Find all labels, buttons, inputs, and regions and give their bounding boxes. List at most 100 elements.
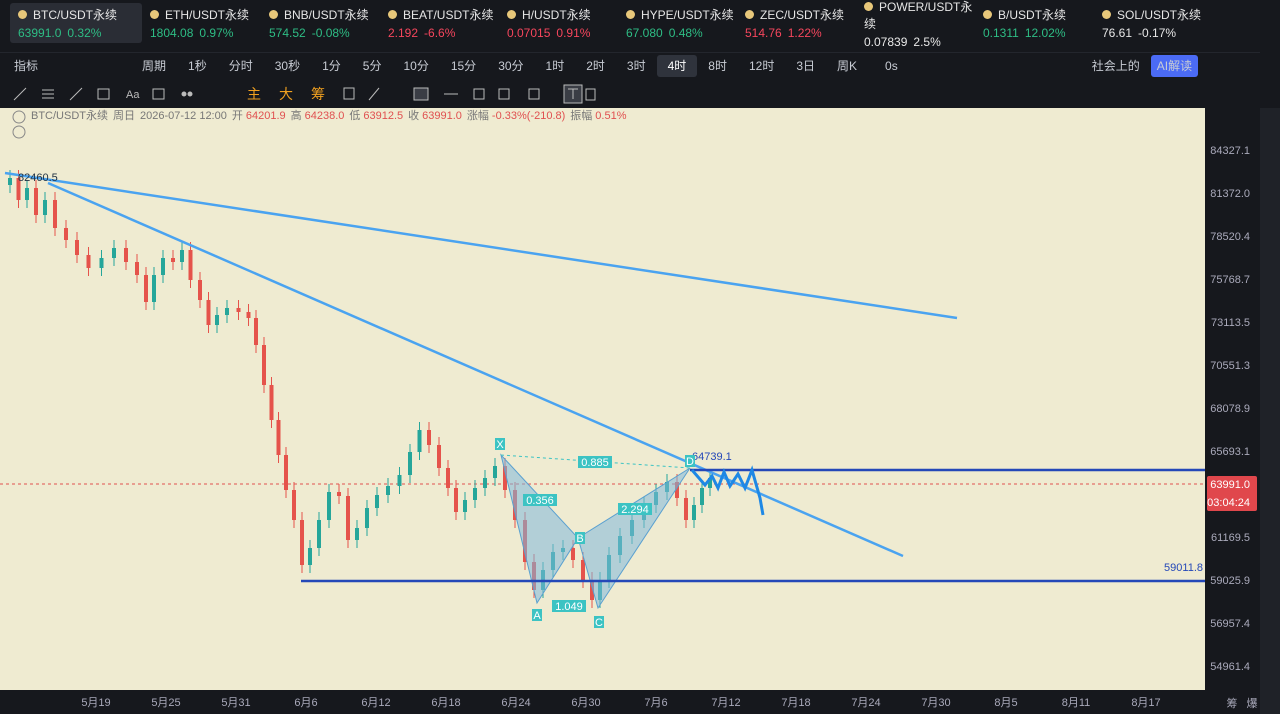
date-label: 6月18 [431, 697, 460, 709]
interval[interactable]: 3日 [796, 59, 816, 73]
drawing-tool[interactable]: 筹 [311, 86, 325, 102]
social[interactable]: 社会上的 [1091, 59, 1140, 73]
info-text: 64201.9 [246, 110, 286, 122]
trendline [4, 171, 958, 320]
ticker-price: 0.07839 [864, 34, 908, 49]
ticker-change: 2.5% [913, 34, 941, 49]
ticker-change: 0.32% [67, 26, 102, 40]
date-label: 7月18 [781, 697, 810, 709]
indicators[interactable]: 指标 [14, 59, 39, 73]
xd-ratio-line [500, 454, 691, 469]
interval[interactable]: 8时 [708, 59, 727, 73]
ticker-change: -0.08% [311, 26, 350, 40]
ticker[interactable]: BNB/USDT永续 574.52 -0.08% [261, 3, 380, 43]
candle-body [308, 548, 312, 565]
interval[interactable]: 1时 [545, 59, 565, 73]
ticker-change: -6.6% [424, 26, 456, 40]
interval[interactable]: 3时 [626, 59, 646, 73]
ticker-price: 76.61 [1102, 26, 1133, 40]
ticker-values: 76.61 -0.17% [1102, 26, 1213, 40]
ratio-box [552, 600, 586, 612]
interval[interactable]: 10分 [403, 59, 429, 73]
interval[interactable]: 1秒 [188, 59, 207, 73]
candle-body [215, 315, 219, 325]
footer-tool: 爆 [1247, 696, 1258, 710]
ticker-values: 2.192 -6.6% [388, 26, 499, 40]
ticker[interactable]: B/USDT永续 0.1311 12.02% [975, 3, 1094, 43]
candle-body [346, 496, 350, 540]
point-box [594, 616, 604, 628]
interval[interactable]: 5分 [362, 59, 382, 73]
ticker[interactable]: POWER/USDT永续 0.07839 2.5% [856, 0, 975, 49]
info-text: 收 [408, 108, 419, 122]
ticker[interactable]: BEAT/USDT永续 2.192 -6.6% [380, 3, 499, 43]
ticker-symbol: SOL/USDT永续 [1102, 6, 1213, 23]
date-label: 6月30 [571, 697, 600, 709]
date-label: 8月17 [1131, 697, 1160, 709]
projection [690, 465, 765, 516]
interval[interactable]: 12时 [748, 59, 775, 73]
ticker-symbol: HYPE/USDT永续 [626, 6, 737, 23]
interval[interactable]: 分时 [228, 59, 253, 73]
ticker[interactable]: SOL/USDT永续 76.61 -0.17% [1094, 3, 1213, 43]
drawing-tool[interactable]: 大 [279, 86, 293, 102]
ai-button[interactable]: AI解读 [1150, 55, 1199, 77]
price-label: 61169.5 [1211, 532, 1250, 544]
drawing-tool[interactable]: 主 [247, 86, 261, 102]
candle-body [386, 486, 390, 495]
ratio-box [578, 456, 612, 468]
interval[interactable]: 30分 [498, 59, 524, 73]
candle-body [590, 580, 594, 600]
candle-body [43, 200, 47, 215]
candle-body [99, 258, 104, 268]
interval[interactable]: 1分 [322, 59, 341, 73]
candle-body [317, 520, 321, 548]
interval[interactable]: 4时 [656, 55, 698, 77]
candle-body [571, 548, 575, 560]
candle-body [269, 385, 274, 420]
ticker-symbol: POWER/USDT永续 [864, 0, 975, 32]
d-label: 64739.1 [692, 451, 732, 463]
date-label: 6月24 [501, 697, 530, 709]
pattern-ratio: 0.356 [526, 495, 554, 507]
ticker[interactable]: ETH/USDT永续 1804.08 0.97% [142, 3, 261, 43]
date-label: 7月6 [644, 697, 667, 709]
info-text: 涨幅 [467, 109, 489, 122]
price-label: 81372.0 [1210, 188, 1250, 200]
ticker[interactable]: ZEC/USDT永续 514.76 1.22% [737, 3, 856, 43]
candle-body [180, 250, 184, 262]
price-axis [1205, 108, 1260, 714]
candle-body [692, 505, 696, 520]
ticker[interactable]: H/USDT永续 0.07015 0.91% [499, 3, 618, 43]
interval[interactable]: 2时 [586, 59, 605, 73]
period[interactable]: 周期 [142, 59, 167, 73]
countdown: 03:04:24 [1207, 497, 1250, 509]
interval[interactable]: 30秒 [274, 59, 301, 73]
ticker-values: 0.1311 12.02% [983, 26, 1094, 40]
interval[interactable]: 周K [837, 59, 858, 73]
ticker-values: 574.52 -0.08% [269, 26, 380, 40]
ticker[interactable]: BTC/USDT永续 63991.0 0.32% [10, 3, 142, 43]
ticker-symbol: B/USDT永续 [983, 6, 1094, 23]
countdown-setting[interactable]: 0s [885, 59, 898, 73]
candle-body [437, 445, 441, 468]
ticker[interactable]: HYPE/USDT永续 67.080 0.48% [618, 3, 737, 43]
trendline [47, 181, 904, 558]
price-label: 78520.4 [1210, 231, 1250, 243]
candle-body [483, 478, 487, 488]
candle-body [408, 452, 412, 475]
pattern-ratio: 0.885 [581, 457, 609, 469]
date-label: 7月30 [921, 697, 950, 709]
ticker-price: 1804.08 [150, 26, 194, 40]
period-toolbar: 指标 周期 1秒 分时 30秒 1分 5分 10分 15分 30分 1时 2时 3时 4时 8时 12时 3日 周… [0, 52, 1260, 79]
candle-body [144, 275, 148, 302]
ohlc-info: BTC/USDT永续 周日 2026-07-12 12:00 开 64201.9 高 642… [31, 108, 627, 122]
current-price: 63991.0 [1210, 479, 1250, 491]
info-text: BTC/USDT永续 [31, 108, 108, 122]
high-label: 82460.5 [18, 172, 58, 184]
price-label: 70551.3 [1210, 360, 1250, 372]
ticker-values: 0.07015 0.91% [507, 26, 618, 40]
interval[interactable]: 15分 [450, 59, 477, 73]
ticker-change: 0.91% [556, 26, 591, 40]
